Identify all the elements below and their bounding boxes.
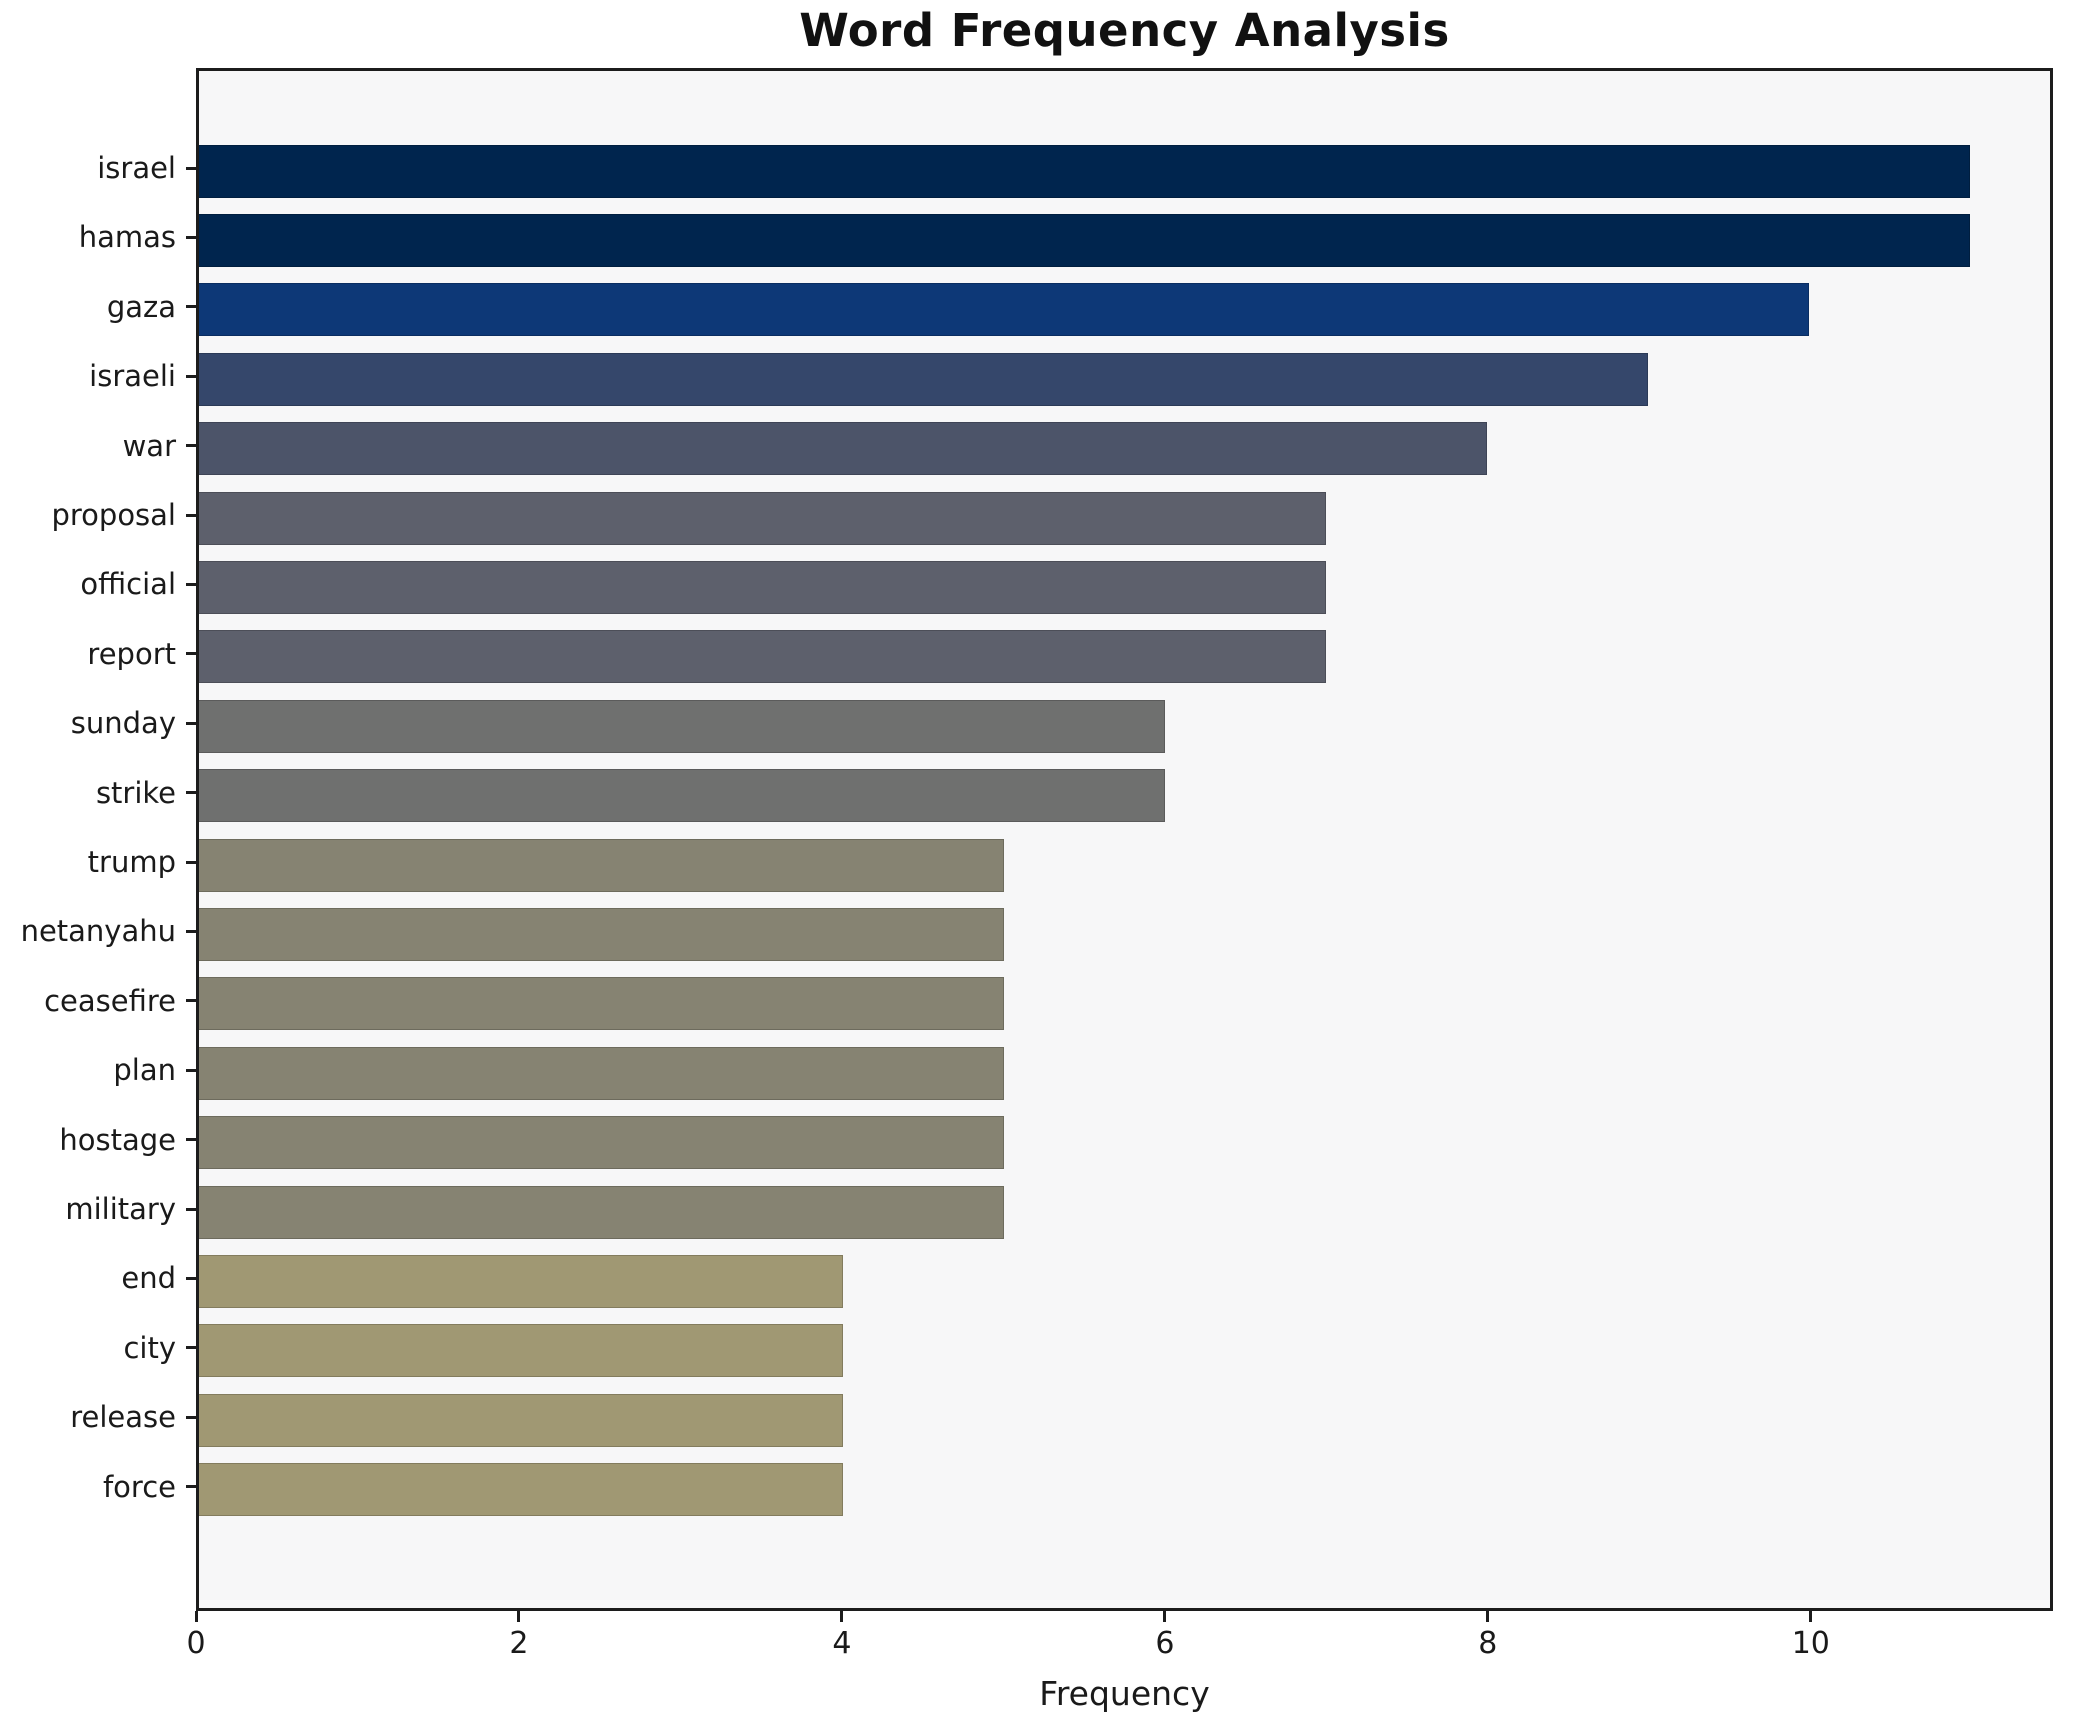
x-tick-label: 2 [509,1626,529,1661]
x-tick-mark [1486,1611,1490,1622]
y-tick-label: plan [113,1053,176,1088]
y-tick-label: strike [95,775,176,810]
y-tick-mark [186,444,196,448]
x-tick-mark [1809,1611,1813,1622]
y-tick-mark [186,374,196,378]
x-tick-label: 0 [186,1626,206,1661]
y-tick-mark [186,582,196,586]
x-tick-mark [1163,1611,1167,1622]
y-tick-mark [186,860,196,864]
y-tick-label: israeli [89,359,176,394]
y-tick-mark [186,1485,196,1489]
bar-war [199,422,1487,476]
y-tick-mark [186,1346,196,1350]
y-tick-label: end [121,1261,176,1296]
bar-city [199,1324,843,1378]
bar-sunday [199,699,1165,753]
x-tick-mark [194,1611,198,1622]
bar-release [199,1393,843,1447]
y-tick-mark [186,791,196,795]
bar-hostage [199,1116,1004,1170]
y-tick-mark [186,929,196,933]
y-tick-label: war [122,428,176,463]
y-tick-mark [186,999,196,1003]
bar-hamas [199,213,1970,267]
chart-title: Word Frequency Analysis [799,4,1450,57]
bar-ceasefire [199,977,1004,1031]
y-tick-label: netanyahu [20,914,176,949]
y-tick-label: military [65,1192,176,1226]
y-tick-mark [186,1138,196,1142]
y-tick-label: gaza [106,289,176,324]
x-axis-title: Frequency [1039,1674,1210,1713]
plot-area [196,68,2053,1611]
y-tick-label: hostage [59,1122,176,1157]
bar-strike [199,769,1165,823]
bar-proposal [199,491,1326,545]
bar-official [199,560,1326,614]
bar-netanyahu [199,907,1004,961]
x-tick-label: 6 [1155,1626,1175,1661]
y-tick-mark [186,1068,196,1072]
bar-military [199,1185,1004,1239]
bar-israel [199,144,1970,198]
y-tick-label: israel [97,151,176,185]
y-tick-label: city [123,1330,176,1365]
y-tick-mark [186,1207,196,1211]
x-tick-mark [517,1611,521,1622]
bar-israeli [199,352,1648,406]
y-tick-mark [186,721,196,725]
y-tick-mark [186,652,196,656]
x-tick-label: 8 [1478,1626,1498,1661]
bar-force [199,1463,843,1517]
bar-end [199,1254,843,1308]
x-tick-label: 4 [832,1626,852,1661]
bar-gaza [199,283,1809,337]
bar-plan [199,1046,1004,1100]
x-tick-mark [840,1611,844,1622]
bar-trump [199,838,1004,892]
y-tick-label: hamas [78,220,176,255]
y-tick-mark [186,235,196,239]
y-tick-label: proposal [51,498,176,532]
y-tick-mark [186,305,196,309]
y-tick-mark [186,166,196,170]
y-tick-label: report [87,636,176,671]
x-tick-label: 10 [1791,1626,1830,1661]
y-tick-label: sunday [70,706,176,741]
y-tick-label: ceasefire [44,983,176,1018]
y-tick-label: trump [87,845,176,879]
y-tick-mark [186,1276,196,1280]
bar-report [199,630,1326,684]
y-tick-label: release [70,1400,176,1435]
y-tick-mark [186,513,196,517]
y-tick-label: force [102,1469,176,1504]
y-tick-label: official [80,567,176,602]
y-tick-mark [186,1415,196,1419]
